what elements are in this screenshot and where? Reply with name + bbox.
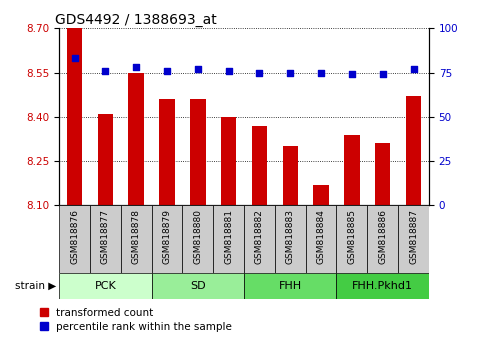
Point (286, 70, 294, 75)
Point (225, 68, 233, 74)
Bar (344, 135, 359, 205)
Bar (190, 99, 206, 205)
Bar (67, 28, 82, 205)
Bar (213, 205, 244, 273)
Bar (121, 205, 152, 273)
Bar (129, 73, 144, 205)
Text: GSM818883: GSM818883 (286, 209, 295, 264)
Text: GSM818887: GSM818887 (409, 209, 418, 264)
Point (255, 70, 263, 75)
Point (163, 68, 171, 74)
Point (348, 72, 356, 77)
Point (317, 70, 325, 75)
Point (194, 66, 202, 72)
Text: SD: SD (190, 281, 206, 291)
Bar (98, 114, 113, 205)
Text: GSM818886: GSM818886 (378, 209, 387, 264)
Bar (221, 117, 236, 205)
Text: GSM818880: GSM818880 (193, 209, 202, 264)
Bar (252, 126, 267, 205)
Text: strain ▶: strain ▶ (15, 281, 57, 291)
Text: GSM818877: GSM818877 (101, 209, 110, 264)
Point (410, 66, 418, 72)
Text: GDS4492 / 1388693_at: GDS4492 / 1388693_at (55, 13, 217, 27)
Text: FHH: FHH (279, 281, 302, 291)
Bar (275, 205, 306, 273)
Text: GSM818884: GSM818884 (317, 209, 325, 264)
Text: GSM818885: GSM818885 (348, 209, 356, 264)
Bar (152, 205, 182, 273)
Bar (59, 205, 90, 273)
Bar (244, 273, 336, 299)
Bar (398, 205, 429, 273)
Bar (59, 273, 152, 299)
Bar (367, 205, 398, 273)
Bar (314, 185, 329, 205)
Text: GSM818876: GSM818876 (70, 209, 79, 264)
Text: GSM818881: GSM818881 (224, 209, 233, 264)
Bar (406, 96, 421, 205)
Point (102, 68, 109, 74)
Bar (306, 205, 336, 273)
Bar (182, 205, 213, 273)
Point (132, 64, 140, 70)
Bar (336, 205, 367, 273)
Text: FHH.Pkhd1: FHH.Pkhd1 (352, 281, 413, 291)
Bar (244, 205, 275, 273)
Bar (336, 273, 429, 299)
Text: PCK: PCK (95, 281, 116, 291)
Legend: transformed count, percentile rank within the sample: transformed count, percentile rank withi… (40, 308, 232, 332)
Bar (159, 99, 175, 205)
Text: GSM818878: GSM818878 (132, 209, 141, 264)
Text: GSM818879: GSM818879 (163, 209, 172, 264)
Bar (375, 143, 390, 205)
Point (70, 56, 78, 61)
Bar (152, 273, 244, 299)
Point (379, 72, 387, 77)
Bar (90, 205, 121, 273)
Text: GSM818882: GSM818882 (255, 209, 264, 264)
Bar (282, 146, 298, 205)
